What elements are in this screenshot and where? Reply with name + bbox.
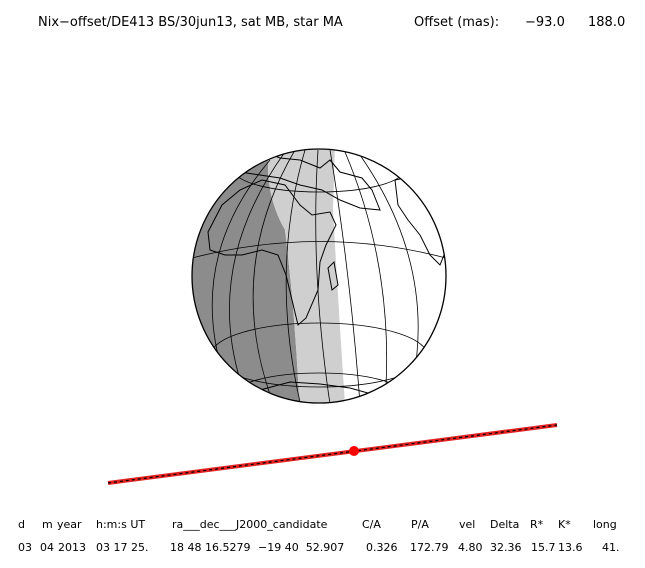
night-zone xyxy=(192,149,300,403)
coastlines xyxy=(207,149,446,403)
globe xyxy=(191,148,447,404)
column-header: C/A xyxy=(362,518,381,531)
shadow xyxy=(192,149,346,403)
cell: 03 xyxy=(18,541,32,554)
results-table: d m year h:m:s UT ra___dec___J2000_candidate… xyxy=(18,518,620,554)
offset-label: Offset (mas): xyxy=(414,15,499,30)
column-header: vel xyxy=(459,518,475,531)
column-header: h:m:s UT xyxy=(96,518,145,531)
offset-y: 188.0 xyxy=(588,15,625,30)
title: Nix−offset/DE413 BS/30jun13, sat MB, sta… xyxy=(38,15,343,30)
cell: 04 xyxy=(40,541,54,554)
cell: 172.79 xyxy=(410,541,449,554)
cell: 03 17 25. xyxy=(96,541,148,554)
cell: 15.7 xyxy=(531,541,556,554)
column-header: d xyxy=(18,518,25,531)
column-header: Delta xyxy=(490,518,519,531)
column-header: long xyxy=(593,518,617,531)
column-header: P/A xyxy=(411,518,429,531)
cell: 18 48 16.5279 xyxy=(170,541,250,554)
path-line xyxy=(107,423,558,485)
cell: 32.36 xyxy=(490,541,522,554)
cell: 13.6 xyxy=(558,541,583,554)
cell: 2013 xyxy=(58,541,86,554)
cell: 4.80 xyxy=(458,541,483,554)
offset-x: −93.0 xyxy=(525,15,565,30)
globe-outline xyxy=(191,148,447,404)
column-header: year xyxy=(57,518,82,531)
twilight-zone xyxy=(267,149,346,403)
cell: 41. xyxy=(602,541,620,554)
column-header: m xyxy=(42,518,53,531)
closest-approach xyxy=(349,446,359,456)
column-header: K* xyxy=(558,518,571,531)
column-header: R* xyxy=(530,518,544,531)
shadow-path xyxy=(107,423,558,485)
column-header: ra___dec___J2000_candidate xyxy=(172,518,328,531)
cell: 0.326 xyxy=(366,541,398,554)
cell: −19 40 52.907 xyxy=(258,541,344,554)
